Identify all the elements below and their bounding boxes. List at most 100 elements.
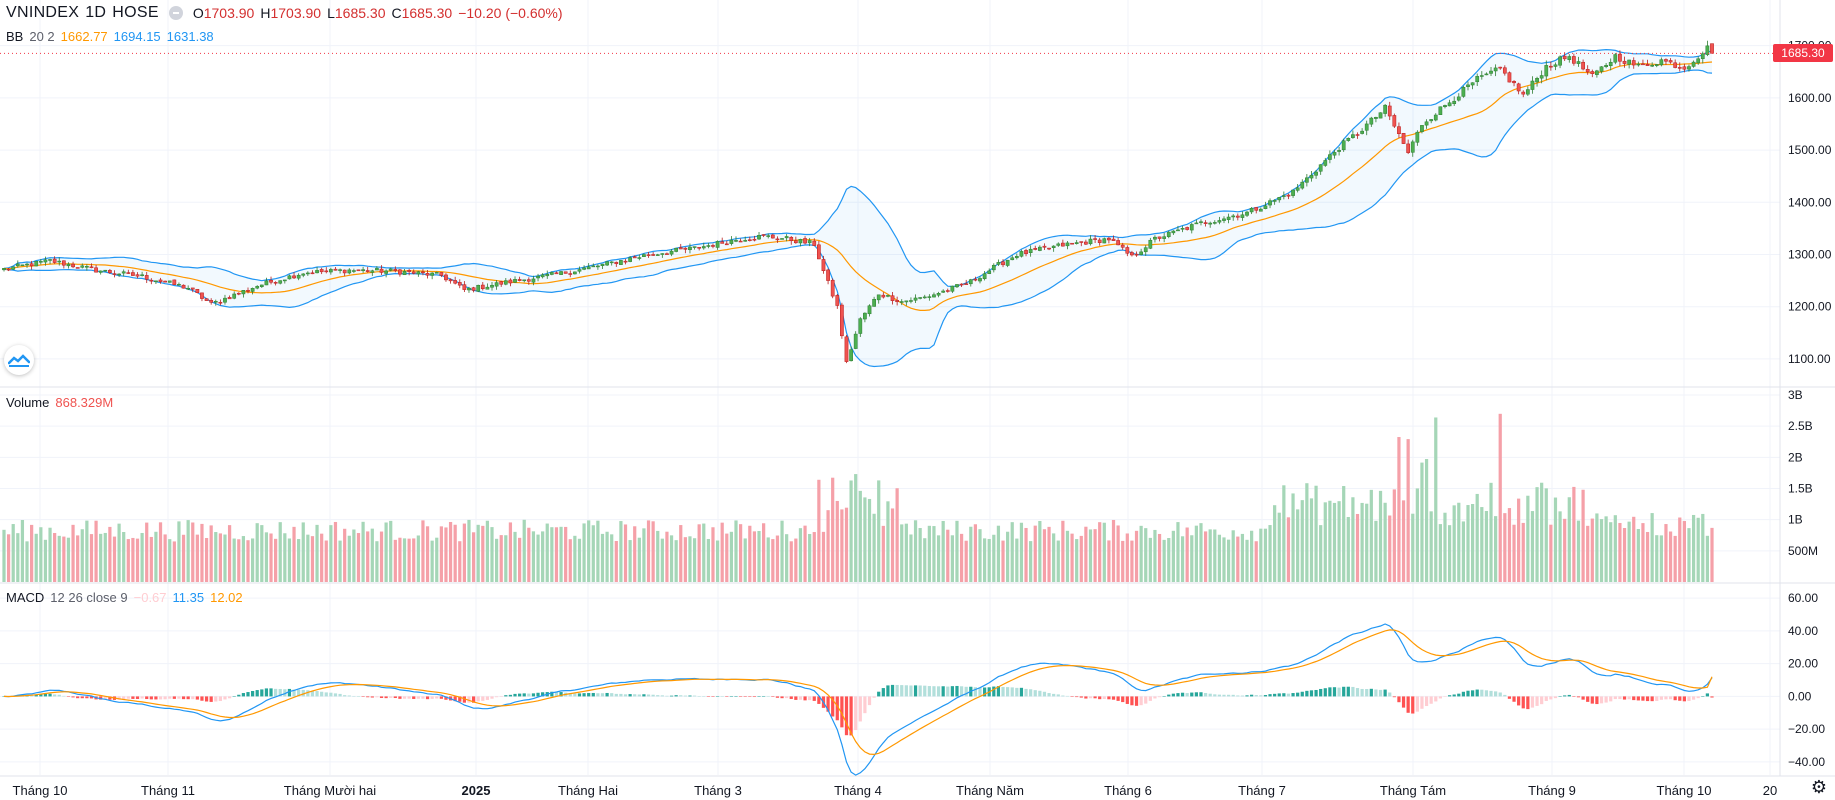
volume-legend[interactable]: Volume 868.329M (6, 395, 113, 410)
volume-bar (1618, 522, 1622, 582)
volume-bar (1185, 527, 1189, 582)
volume-bar (439, 526, 443, 582)
macd-hist-bar (260, 689, 264, 697)
macd-hist-bar (748, 696, 752, 697)
volume-bar (702, 523, 706, 582)
macd-hist-bar (831, 696, 835, 717)
candle (660, 253, 665, 258)
volume-bar (955, 520, 959, 582)
macd-hist-bar (771, 696, 775, 697)
macd-hist-bar (1475, 689, 1479, 697)
volume-bar (370, 528, 374, 582)
candle (968, 278, 973, 287)
candle (365, 266, 370, 273)
volume-bar (1323, 502, 1327, 582)
candle (927, 294, 932, 301)
interval-label[interactable]: 1D (85, 4, 107, 21)
candle (1479, 71, 1484, 80)
volume-bar (1553, 497, 1558, 582)
macd-hist-bar (1148, 696, 1152, 701)
volume-bar (1420, 462, 1424, 582)
macd-hist-bar (729, 696, 734, 697)
volume-bar (1291, 493, 1295, 582)
macd-hist-bar (1075, 696, 1079, 698)
macd-hist-bar (1125, 696, 1129, 704)
candle (1231, 213, 1236, 221)
time-axis-tick: Tháng Năm (956, 783, 1024, 798)
candle (80, 263, 85, 269)
candle (1194, 219, 1199, 225)
candle (296, 273, 301, 281)
volume-bar (1622, 528, 1627, 582)
candle (1318, 164, 1323, 175)
macd-hist-bar (1599, 696, 1604, 704)
macd-hist-bar (527, 693, 531, 697)
volume-bar (1130, 540, 1134, 582)
settings-gear-icon[interactable]: ⚙ (1810, 777, 1827, 797)
candle (955, 284, 959, 289)
candle (1387, 101, 1392, 121)
macd-hist-bar (301, 689, 305, 697)
candle (817, 241, 821, 260)
volume-bar (715, 540, 720, 582)
candle (1033, 245, 1038, 251)
ohlc-open: O1703.90 (192, 5, 255, 21)
candle (485, 283, 490, 290)
macd-legend[interactable]: MACD 12 26 close 9 −0.67 11.35 12.02 (6, 590, 243, 605)
volume-bar (1217, 534, 1222, 582)
visibility-toggle-icon[interactable] (168, 6, 183, 20)
candle (1502, 65, 1507, 76)
macd-hist-bar (1369, 688, 1373, 697)
candle (1217, 216, 1222, 225)
candle (835, 293, 840, 309)
candle (1664, 58, 1668, 65)
ohlc-change: −10.20 (−0.60%) (458, 5, 563, 21)
bb-name: BB (6, 29, 24, 44)
candle (126, 269, 131, 274)
candle (319, 267, 324, 275)
volume-bar (697, 524, 701, 582)
volume-bar (103, 532, 107, 582)
macd-hist-bar (444, 696, 448, 700)
macd-hist-bar (117, 696, 121, 700)
macd-hist-bar (1461, 691, 1466, 697)
volume-bar (1668, 531, 1673, 582)
volume-bar (16, 533, 20, 582)
macd-hist-bar (692, 695, 697, 697)
macd-hist-bar (62, 695, 66, 697)
macd-hist-bar (1668, 696, 1673, 700)
macd-hist-bar (1213, 694, 1217, 697)
volume-bar (1065, 530, 1070, 582)
macd-hist-bar (1641, 696, 1645, 701)
bb-legend[interactable]: BB 20 2 1662.77 1694.15 1631.38 (6, 29, 214, 44)
macd-axis-tick: 20.00 (1788, 657, 1818, 671)
macd-hist-bar (541, 692, 545, 697)
volume-bar (191, 522, 195, 582)
volume-bar (1319, 525, 1323, 582)
macd-hist-bar (297, 689, 301, 697)
bb-lower-value: 1631.38 (166, 29, 214, 44)
symbol-name[interactable]: VNINDEX (6, 4, 80, 21)
volume-bar (642, 528, 646, 582)
volume-bar (324, 540, 328, 582)
volume-bar (1199, 523, 1203, 582)
volume-bar (425, 526, 430, 582)
candle (982, 271, 987, 281)
macd-hist-bar (1111, 696, 1116, 700)
candle (1268, 198, 1272, 209)
candle (361, 266, 365, 273)
macd-hist-bar (522, 693, 526, 697)
macd-hist-bar (844, 696, 849, 736)
candle (292, 272, 296, 280)
candle (1097, 237, 1102, 246)
macd-hist-bar (168, 696, 172, 699)
macd-hist-bar (996, 686, 1001, 697)
macd-hist-bar (1010, 687, 1014, 697)
candle (950, 285, 955, 294)
tradingview-logo-icon[interactable] (4, 345, 34, 375)
volume-bar (306, 534, 310, 582)
volume-bar (1540, 482, 1544, 582)
macd-hist-bar (310, 690, 315, 697)
candle (1148, 237, 1153, 250)
